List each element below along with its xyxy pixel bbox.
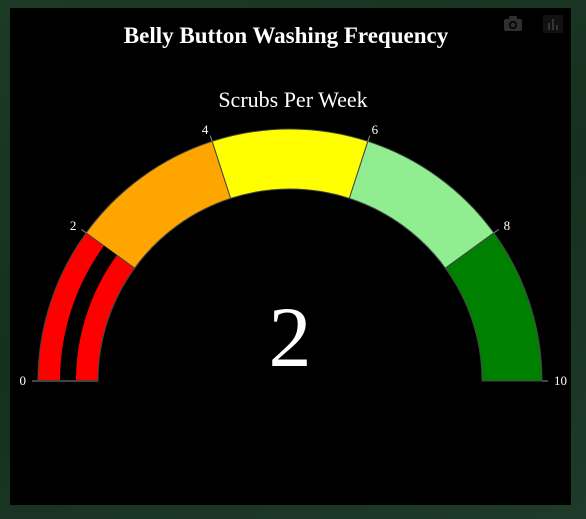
camera-icon[interactable] (502, 14, 524, 34)
gauge-title: Scrubs Per Week (218, 87, 367, 112)
gauge-value-bar (60, 245, 117, 381)
gauge-tick-label-10: 10 (554, 373, 567, 388)
gauge-tick-label-0: 0 (20, 373, 27, 388)
bar-chart-icon[interactable] (542, 14, 564, 34)
gauge-tick-6 (367, 135, 371, 142)
gauge-chart: Belly Button Washing Frequency Scrubs Pe… (20, 23, 568, 388)
gauge-tick-label-2: 2 (70, 218, 77, 233)
gauge-tick-label-4: 4 (202, 122, 209, 137)
gauge-step-4 (444, 232, 543, 382)
gauge-tick-label-8: 8 (504, 218, 511, 233)
gauge-tick-2 (80, 228, 87, 234)
chart-title: Belly Button Washing Frequency (124, 23, 449, 48)
gauge-tick-4 (209, 135, 213, 142)
chart-panel: Belly Button Washing Frequency Scrubs Pe… (10, 8, 571, 505)
gauge-tick-8 (493, 228, 500, 234)
gauge-value: 2 (269, 289, 312, 385)
gauge-step-2 (211, 128, 369, 200)
gauge-tick-label-6: 6 (372, 122, 379, 137)
